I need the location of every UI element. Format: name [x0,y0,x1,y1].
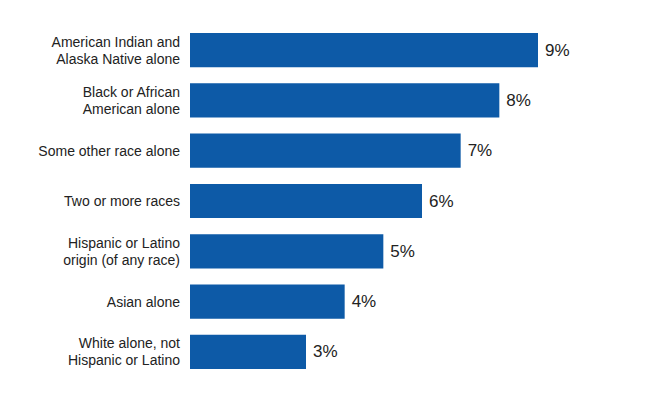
svg-text:9%: 9% [545,41,570,60]
svg-text:American Indian and: American Indian and [52,34,180,50]
svg-text:7%: 7% [468,141,493,160]
svg-text:American alone: American alone [83,101,180,117]
svg-text:6%: 6% [429,192,454,211]
svg-text:Asian alone: Asian alone [107,294,180,310]
svg-text:3%: 3% [313,342,338,361]
svg-text:5%: 5% [390,242,415,261]
svg-text:Alaska Native alone: Alaska Native alone [56,51,180,67]
svg-text:Hispanic or Latino: Hispanic or Latino [68,235,180,251]
svg-text:Two or more races: Two or more races [64,193,180,209]
svg-text:8%: 8% [506,91,531,110]
svg-text:Hispanic or Latino: Hispanic or Latino [68,352,180,368]
svg-text:White alone, not: White alone, not [79,335,180,351]
svg-text:Some other race alone: Some other race alone [38,143,180,159]
svg-text:4%: 4% [352,292,377,311]
svg-text:Black or African: Black or African [83,84,180,100]
svg-text:origin (of any race): origin (of any race) [63,252,180,268]
